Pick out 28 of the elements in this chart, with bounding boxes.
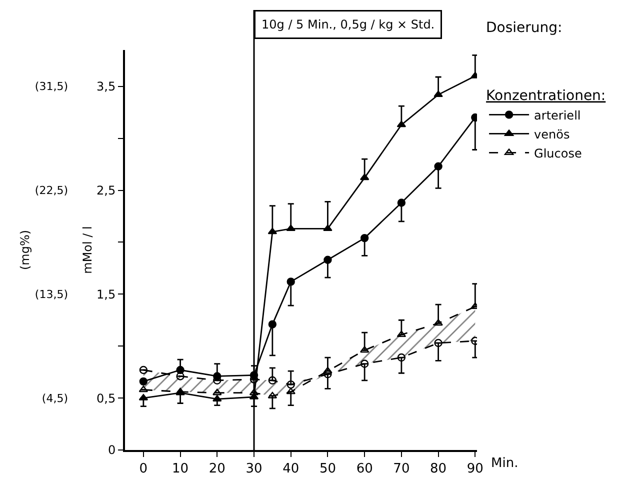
x-tick-label: 80	[430, 462, 447, 477]
y2-tick-label: (31,5)	[34, 80, 68, 94]
y2-tick-label: (4,5)	[42, 392, 68, 405]
legend-label: arteriell	[534, 108, 581, 122]
x-tick-label: 90	[466, 462, 484, 477]
y2-tick-label: (22,5)	[34, 184, 68, 198]
text: Dosierung:	[486, 20, 562, 36]
y-tick-label: 0	[108, 443, 116, 458]
x-tick-label: 0	[139, 462, 148, 477]
y-tick-label: 3,5	[96, 80, 116, 94]
y2-axis-title: (mg%)	[18, 230, 32, 270]
x-tick-label: 30	[246, 462, 262, 477]
x-tick-label: 10	[172, 462, 189, 477]
y2-tick-label: (13,5)	[34, 288, 68, 302]
x-tick-label: 60	[356, 462, 373, 477]
legend-label: Glucose	[534, 146, 582, 160]
x-tick-label: 40	[282, 462, 300, 477]
legend-label: venös	[534, 127, 570, 142]
x-tick-label: 50	[319, 462, 336, 477]
x-axis-title: Min.	[491, 456, 518, 471]
y-axis-title: mMol / l	[80, 226, 94, 274]
ref-line-label: 10g / 5 Min., 0,5g / kg × Std.	[262, 18, 435, 32]
x-tick-label: 20	[208, 462, 226, 477]
legend-title: Konzentrationen:	[486, 88, 606, 104]
y-tick-label: 2,5	[96, 183, 116, 198]
y-tick-label: 0,5	[96, 391, 116, 406]
y-tick-label: 1,5	[96, 287, 116, 302]
x-tick-label: 70	[393, 462, 410, 477]
